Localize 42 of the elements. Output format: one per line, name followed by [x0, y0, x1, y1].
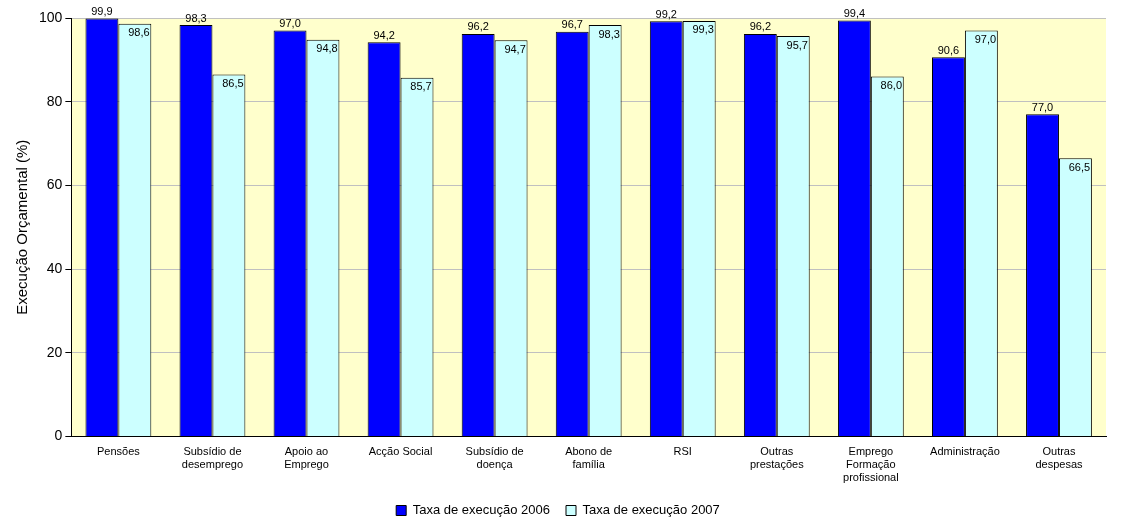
x-tick-label: Apoio ao Emprego	[284, 445, 329, 471]
x-tick-label: Subsídio de desemprego	[181, 445, 244, 471]
data-label: 94,7	[504, 42, 526, 55]
y-axis-title: Execução Orçamental (%)	[13, 139, 31, 315]
legend-label: Taxa de execução 2007	[582, 502, 720, 518]
data-label: 66,5	[1068, 160, 1091, 173]
data-label: 99,4	[843, 7, 866, 20]
y-tick-label: 60	[46, 176, 63, 193]
data-label: 98,3	[185, 11, 207, 24]
data-label: 86,5	[222, 77, 244, 90]
data-label: 96,2	[749, 20, 772, 33]
data-label: 77,0	[1031, 100, 1054, 113]
x-tick-label: Subsídio de doença	[465, 445, 524, 471]
data-label: 96,7	[561, 18, 583, 31]
data-label: 97,0	[279, 17, 301, 30]
data-label: 95,7	[786, 38, 808, 51]
data-label: 98,6	[128, 26, 150, 39]
data-label: 90,6	[937, 43, 960, 56]
data-label: 99,2	[655, 7, 677, 20]
data-label: 99,3	[692, 23, 714, 36]
x-tick-label: Pensões	[96, 445, 141, 458]
y-tick-label: 20	[46, 343, 63, 360]
legend-label: Taxa de execução 2006	[412, 502, 550, 518]
x-tick-label: Acção Social	[368, 445, 433, 458]
x-tick-label: Outras despesas	[1035, 445, 1084, 471]
y-tick-label: 100	[39, 8, 63, 25]
data-label: 96,2	[467, 20, 489, 33]
y-tick-label: 80	[46, 92, 63, 109]
data-label: 94,2	[373, 28, 395, 41]
data-label: 94,8	[316, 42, 338, 55]
y-tick-label: 0	[54, 427, 63, 444]
data-label: 98,3	[598, 27, 620, 40]
data-label: 99,9	[91, 4, 113, 17]
x-tick-label: Administração	[930, 445, 1000, 458]
x-tick-label: Emprego Formação profissional	[843, 445, 899, 484]
data-label: 97,0	[974, 33, 997, 46]
data-label: 86,0	[880, 79, 903, 92]
x-tick-label: Outras prestações	[749, 445, 805, 471]
x-tick-label: Abono de família	[565, 445, 613, 471]
data-label: 85,7	[410, 80, 432, 93]
y-tick-label: 40	[46, 259, 63, 276]
x-tick-label: RSI	[673, 445, 692, 458]
